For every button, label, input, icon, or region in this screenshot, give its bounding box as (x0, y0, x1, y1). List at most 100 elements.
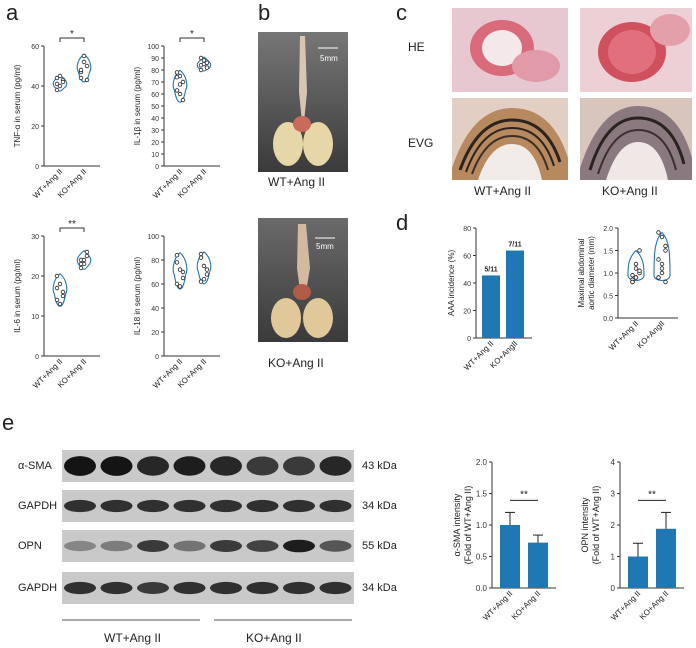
data-point (663, 279, 668, 285)
data-point (57, 301, 63, 307)
y-axis-label: IL-6 in serum (pg/ml) (13, 259, 22, 333)
y-tick-label: 0.5 (476, 553, 488, 562)
blot-band (210, 499, 242, 513)
bar (656, 528, 676, 588)
significance-bracket (59, 227, 85, 232)
blot-band (283, 581, 315, 595)
y-tick-label: 2.0 (603, 226, 613, 233)
y-tick-label: 1 (611, 553, 616, 562)
he-image-wt (452, 8, 568, 92)
data-point (198, 67, 204, 73)
violin-shape (76, 249, 92, 270)
blot-protein-label: OPN (18, 540, 42, 552)
blot-band (173, 456, 206, 476)
data-point (174, 70, 180, 75)
blot-image (62, 530, 354, 562)
violin-shape (52, 74, 68, 92)
data-point (201, 263, 207, 269)
blot-band (137, 582, 169, 594)
data-point (630, 273, 635, 278)
y-tick-label: 20 (151, 140, 159, 147)
significance-mark: ** (68, 219, 76, 230)
bar (506, 250, 524, 338)
data-point (57, 281, 63, 287)
data-point (177, 284, 183, 289)
blot-band (100, 540, 133, 552)
significance-bracket (179, 37, 205, 42)
scale-bar-label-ko: 5mm (316, 242, 334, 251)
y-tick-label: 30 (151, 128, 159, 135)
y-axis-label-line2: (Fold of WT+Ang II) (591, 486, 601, 565)
y-axis-label: IL-1β in serum (pg/ml) (133, 66, 142, 145)
data-point (177, 82, 183, 87)
data-point (180, 79, 186, 85)
panel-letter-d: d (396, 210, 409, 235)
data-point (57, 73, 63, 79)
data-point (637, 248, 642, 253)
x-category-label: KO+Ang II (638, 589, 671, 622)
y-tick-label: 80 (151, 258, 159, 265)
blot-row-1: GAPDH 34 kDa (0, 490, 420, 522)
blot-kda-label: 43 kDa (362, 460, 397, 472)
he-image-ko (580, 8, 692, 92)
data-point (201, 58, 207, 63)
data-point (659, 266, 665, 271)
y-tick-label: 40 (151, 116, 159, 123)
blot-band (64, 540, 96, 552)
y-tick-label: 0.5 (603, 294, 613, 301)
bar (628, 556, 648, 588)
data-point (177, 91, 183, 97)
y-tick-label: 40 (463, 281, 471, 288)
data-point (180, 269, 186, 275)
opn-intensity-chart: 0 1 2 3 4 OPN intensity (Fold of WT+Ang II) WT+… (580, 458, 684, 622)
y-axis-label-line1: α-SMA intensity (452, 493, 462, 556)
panel-letter-c: c (396, 0, 407, 25)
y-axis-label-line1: OPN intensity (580, 497, 590, 553)
blot-row-0: α-SMA 43 kDa (0, 450, 420, 482)
blot-band (283, 456, 315, 476)
data-point (60, 289, 66, 295)
data-point (204, 272, 210, 277)
data-point (81, 53, 87, 59)
data-point (174, 281, 180, 287)
data-point (633, 266, 639, 271)
y-tick-label: 80 (463, 226, 471, 233)
x-category-label: WT+Ang II (607, 319, 640, 352)
panel-d-charts: 0 20 40 60 80 AAA incidence (%) 5/11 WT+Ang II 7… (447, 226, 678, 372)
data-point (198, 55, 204, 61)
data-point (633, 261, 639, 267)
blot-row-3: GAPDH 34 kDa (0, 572, 420, 604)
y-tick-label: 0 (155, 164, 159, 171)
y-tick-label: 0 (611, 584, 616, 593)
blot-kda-label: 34 kDa (362, 500, 397, 512)
blot-band (210, 581, 242, 595)
blot-kda-label: 34 kDa (362, 582, 397, 594)
violin-shape (172, 69, 188, 103)
blot-protein-label: GAPDH (18, 582, 58, 594)
blot-group-ko: KO+Ang II (246, 631, 302, 645)
data-point (60, 293, 66, 299)
alpha-sma-intensity-chart: 0.0 0.5 1.0 1.5 2.0 α-SMA intensity (Fold of W… (452, 458, 556, 622)
data-point (656, 230, 661, 235)
data-point (204, 65, 210, 70)
y-tick-label: 60 (31, 44, 39, 51)
significance-bracket (59, 37, 85, 42)
bar-data-label: 7/11 (508, 242, 521, 249)
blot-band (173, 540, 206, 552)
y-tick-label: 0 (35, 164, 39, 171)
data-point (656, 257, 661, 262)
blot-protein-label: GAPDH (18, 500, 58, 512)
y-tick-label: 0 (35, 354, 39, 361)
data-point (180, 97, 186, 103)
y-axis-label: IL-18 in serum (pg/ml) (133, 257, 142, 336)
data-point (174, 75, 180, 80)
y-tick-label: 100 (147, 44, 159, 51)
data-point (180, 275, 186, 281)
violin-shape (172, 251, 188, 290)
data-point (198, 279, 204, 284)
y-tick-label: 30 (31, 234, 39, 241)
data-point (57, 83, 63, 89)
